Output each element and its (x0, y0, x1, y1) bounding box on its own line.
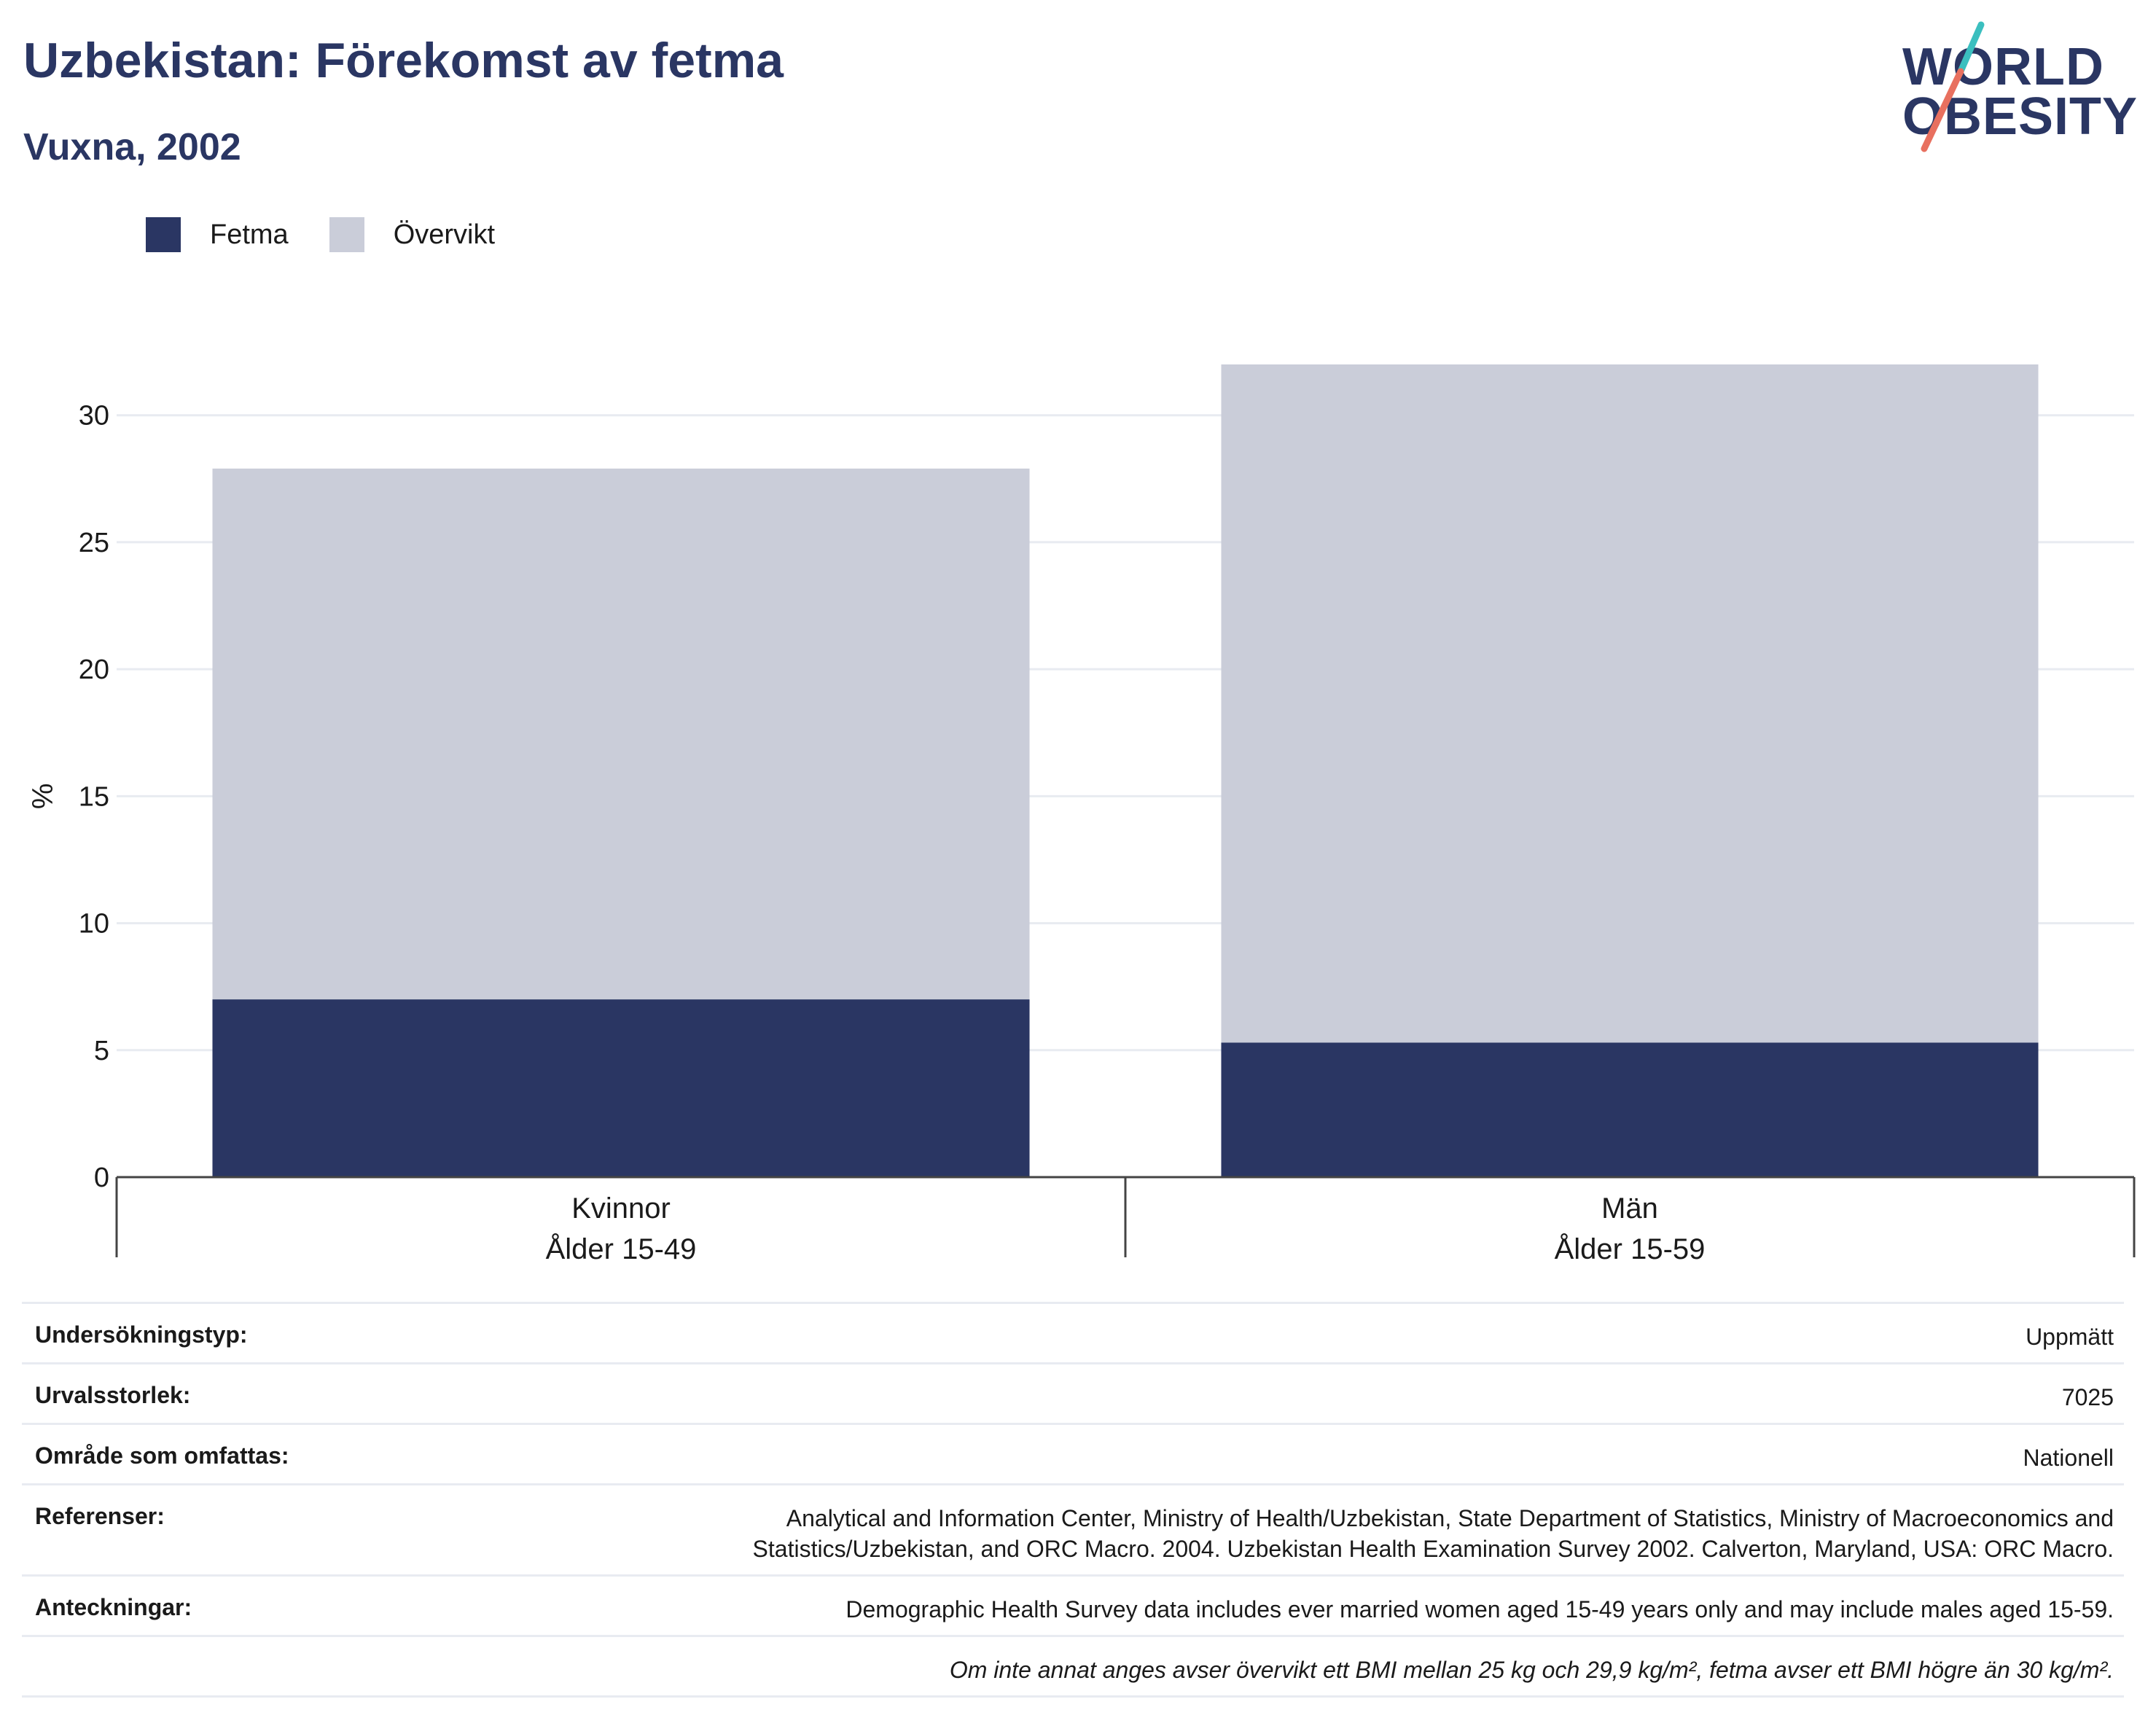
footnote-text: Om inte annat anges avser övervikt ett B… (949, 1657, 2114, 1683)
y-tick-label: 25 (79, 528, 109, 558)
y-tick-label: 20 (79, 655, 109, 685)
info-row-sample-size: Urvalsstorlek: 7025 (22, 1362, 2124, 1423)
references-line-1: Analytical and Information Center, Minis… (786, 1505, 2114, 1531)
y-tick-label: 0 (94, 1163, 109, 1193)
coverage-label: Område som omfattas: (35, 1442, 289, 1469)
y-tick-label: 10 (79, 909, 109, 940)
legend-swatch-overvikt (329, 217, 364, 252)
notes-value: Demographic Health Survey data includes … (845, 1596, 2114, 1622)
y-tick-label: 15 (79, 781, 109, 812)
x-tick-label: Män (1601, 1192, 1658, 1225)
x-tick-sublabel: Ålder 15-49 (546, 1233, 697, 1265)
logo-slash-icon (1921, 21, 1985, 152)
survey-info-table: Undersökningstyp: Uppmätt Urvalsstorlek:… (22, 1302, 2124, 1698)
info-row-references: Referenser: Analytical and Information C… (22, 1483, 2124, 1574)
legend-label-fetma: Fetma (210, 219, 289, 250)
bar-fetma-0 (212, 999, 1030, 1177)
legend-item-fetma: Fetma (146, 217, 289, 252)
info-row-coverage: Område som omfattas: Nationell (22, 1423, 2124, 1483)
sample-size-value: 7025 (2061, 1384, 2114, 1410)
y-tick-label: 30 (79, 401, 109, 431)
references-label: Referenser: (35, 1503, 165, 1529)
references-value: Analytical and Information Center, Minis… (753, 1503, 2114, 1574)
references-line-2: Statistics/Uzbekistan, and ORC Macro. 20… (752, 1536, 2114, 1562)
info-row-notes: Anteckningar: Demographic Health Survey … (22, 1574, 2124, 1635)
sample-size-label: Urvalsstorlek: (35, 1382, 191, 1408)
survey-type-value: Uppmätt (2026, 1324, 2114, 1350)
info-row-survey-type: Undersökningstyp: Uppmätt (22, 1302, 2124, 1362)
info-row-footnote: Om inte annat anges avser övervikt ett B… (22, 1635, 2124, 1698)
y-tick-label: 5 (94, 1036, 109, 1066)
bar-vervikt-0 (212, 468, 1030, 1000)
coverage-value: Nationell (2023, 1445, 2114, 1471)
x-tick-label: Kvinnor (571, 1192, 671, 1225)
legend-label-overvikt: Övervikt (393, 219, 496, 250)
stacked-bar-chart: 0 5 10 15 20 25 30% Kvinnor Ålder 15-49 Män Ålder … (27, 364, 2136, 1265)
x-tick-sublabel: Ålder 15-59 (1555, 1233, 1706, 1265)
notes-label: Anteckningar: (35, 1594, 192, 1620)
bar-fetma-1 (1221, 1042, 2039, 1177)
world-obesity-logo: WORLD OBESITY (1902, 20, 2137, 159)
chart-legend: Fetma Övervikt (146, 217, 536, 252)
logo-text-world: WORLD (1902, 38, 2104, 96)
chart-title: Uzbekistan: Förekomst av fetma (23, 33, 784, 88)
bar-vervikt-1 (1221, 364, 2039, 1043)
legend-item-overvikt: Övervikt (329, 217, 495, 252)
legend-swatch-fetma (146, 217, 181, 252)
chart-subtitle: Vuxna, 2002 (23, 126, 241, 168)
y-axis-label: % (27, 784, 59, 810)
survey-type-label: Undersökningstyp: (35, 1321, 248, 1348)
